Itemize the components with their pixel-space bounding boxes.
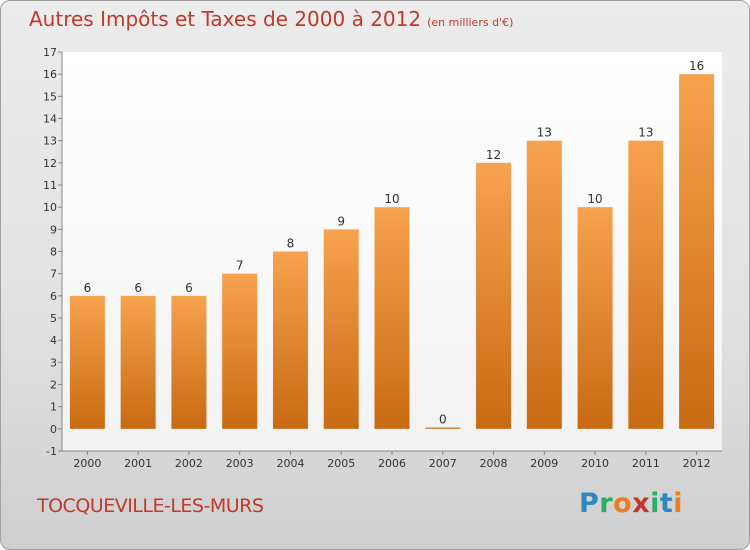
bar-value-label: 9 (337, 214, 345, 228)
x-tick-label: 2005 (327, 457, 355, 470)
y-tick-label: 2 (50, 379, 57, 392)
x-tick-label: 2000 (73, 457, 101, 470)
bar-value-label: 13 (638, 126, 653, 140)
logo-letter: x (632, 488, 651, 519)
y-tick-label: 3 (50, 356, 57, 369)
bar (476, 162, 512, 429)
logo-letter: r (599, 488, 614, 519)
x-tick-label: 2002 (175, 457, 203, 470)
x-tick-label: 2011 (632, 457, 660, 470)
x-tick-label: 2008 (480, 457, 508, 470)
bar-value-label: 16 (689, 59, 704, 73)
bar-value-label: 6 (84, 281, 92, 295)
y-tick-label: 5 (50, 312, 57, 325)
y-tick-label: 8 (50, 246, 57, 259)
chart-unit: (en milliers d'€) (427, 16, 514, 29)
y-tick-label: 11 (43, 179, 57, 192)
y-tick-label: 17 (43, 46, 57, 59)
bar-value-label: 13 (537, 126, 552, 140)
x-tick-label: 2001 (124, 457, 152, 470)
y-tick-label: 16 (43, 68, 57, 81)
bar (323, 229, 359, 429)
y-tick-label: 15 (43, 90, 57, 103)
bar-value-label: 10 (587, 192, 602, 206)
logo-letter: t (659, 488, 674, 519)
bar-value-label: 12 (486, 148, 501, 162)
bar (272, 251, 308, 429)
bar-value-label: 8 (287, 237, 295, 251)
bar (425, 427, 461, 429)
y-tick-label: 9 (50, 223, 57, 236)
chart-title-text: Autres Impôts et Taxes de 2000 à 2012 (29, 7, 422, 31)
bar-value-label: 0 (439, 412, 447, 426)
y-tick-label: 6 (50, 290, 57, 303)
y-tick-label: 1 (50, 401, 57, 414)
bar-value-label: 10 (384, 192, 399, 206)
bar (679, 74, 715, 429)
x-tick-label: 2010 (581, 457, 609, 470)
logo-letter: P (579, 488, 600, 519)
y-tick-label: 0 (50, 423, 57, 436)
x-tick-label: 2006 (378, 457, 406, 470)
logo-letter: i (673, 488, 684, 519)
bar-value-label: 7 (236, 259, 244, 273)
y-tick-label: 10 (43, 201, 57, 214)
bar-value-label: 6 (185, 281, 193, 295)
bar (628, 140, 664, 429)
bar-value-label: 6 (134, 281, 142, 295)
x-tick-label: 2004 (276, 457, 304, 470)
logo-letter: i (650, 488, 660, 519)
bar (526, 140, 562, 429)
logo-letter: o (613, 488, 633, 519)
bar (374, 207, 410, 429)
bar (120, 295, 156, 429)
chart-title: Autres Impôts et Taxes de 2000 à 2012 (en… (29, 7, 513, 31)
x-tick-label: 2009 (530, 457, 558, 470)
y-tick-label: 14 (43, 113, 57, 126)
commune-name: TOCQUEVILLE-LES-MURS (37, 495, 264, 517)
y-tick-label: 13 (43, 135, 57, 148)
y-tick-label: 7 (50, 268, 57, 281)
bar (577, 207, 613, 429)
x-tick-label: 2012 (683, 457, 711, 470)
bar (171, 295, 207, 429)
x-tick-label: 2007 (429, 457, 457, 470)
bar (222, 273, 258, 429)
x-tick-label: 2003 (226, 457, 254, 470)
y-tick-label: 12 (43, 157, 57, 170)
y-tick-label: 4 (50, 334, 57, 347)
y-tick-label: -1 (46, 445, 57, 458)
proxiti-logo: Proxiti (579, 488, 683, 519)
bar (69, 295, 105, 429)
